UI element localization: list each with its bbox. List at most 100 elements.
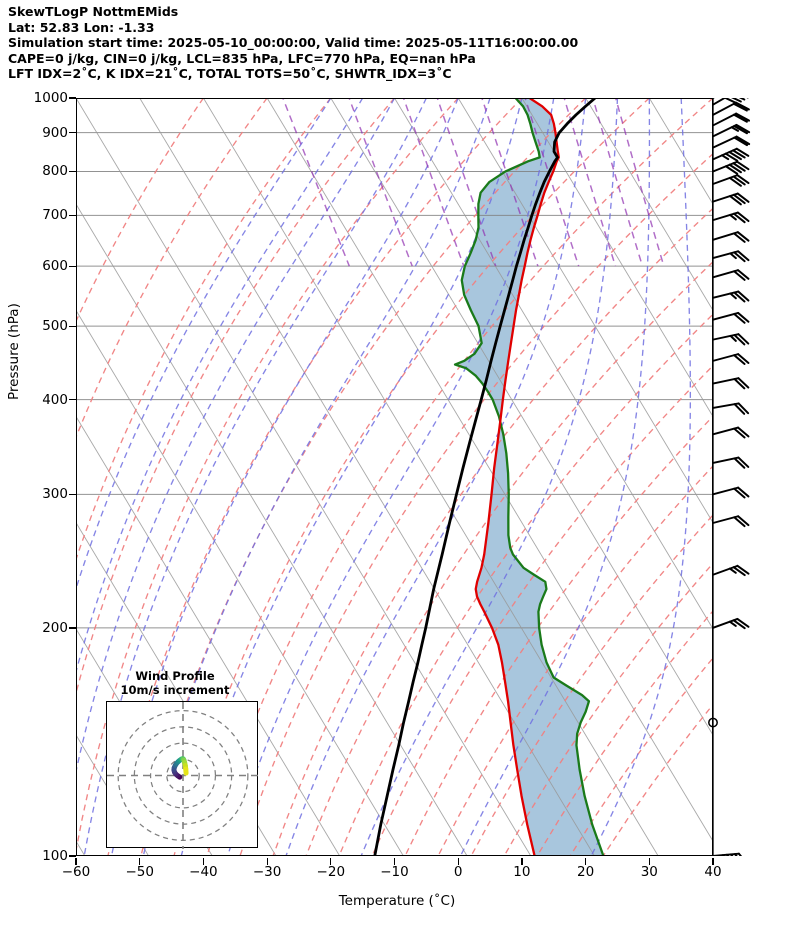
pressure-tick-mark xyxy=(69,132,76,134)
wind-barb xyxy=(712,123,751,138)
temperature-tick-label: 20 xyxy=(577,864,595,880)
wind-barb xyxy=(712,192,750,206)
pressure-tick-label: 300 xyxy=(42,486,68,503)
wind-barb xyxy=(708,717,718,728)
wind-barb xyxy=(712,135,751,149)
header-block: SkewTLogP NottmEMids Lat: 52.83 Lon: -1.… xyxy=(8,4,788,82)
temperature-tick-label: 40 xyxy=(704,864,722,880)
wind-profile-inset: Wind Profile 10m/s increment xyxy=(91,669,259,860)
temperature-tick-label: −40 xyxy=(189,864,218,880)
temperature-tick-mark xyxy=(585,858,587,865)
header-indices-1: CAPE=0 j/kg, CIN=0 j/kg, LCL=835 hPa, LF… xyxy=(8,50,476,66)
wind-barb xyxy=(712,564,750,577)
moist-adiabat-lines xyxy=(76,98,713,856)
temperature-tick-mark xyxy=(75,858,77,865)
wind-barb xyxy=(712,290,750,303)
hodograph-canvas xyxy=(107,702,259,849)
wind-barb xyxy=(712,101,750,116)
wind-profile-title-line2: 10m/s increment xyxy=(120,682,230,697)
wind-barb xyxy=(712,98,749,106)
temperature-tick-label: 0 xyxy=(453,864,463,880)
wind-profile-title-line1: Wind Profile xyxy=(135,669,215,683)
wind-barb xyxy=(712,174,750,187)
pressure-tick-label: 600 xyxy=(42,258,68,275)
header-title: SkewTLogP NottmEMids xyxy=(8,4,179,19)
dewpoint-profile-curve xyxy=(453,98,605,856)
temperature-tick-label: 10 xyxy=(513,864,531,880)
temperature-profile-curve xyxy=(474,98,560,856)
wind-barb xyxy=(712,231,750,243)
pressure-tick-mark xyxy=(69,627,76,629)
wind-barb xyxy=(712,617,750,630)
wind-barb xyxy=(712,852,743,856)
pressure-tick-label: 700 xyxy=(42,207,68,224)
skewt-canvas xyxy=(76,98,713,856)
header-times: Simulation start time: 2025-05-10_00:00:… xyxy=(8,35,579,50)
pressure-tick-mark xyxy=(69,325,76,327)
wind-barb xyxy=(712,353,750,365)
temperature-tick-label: −50 xyxy=(125,864,154,880)
isobar-gridlines xyxy=(76,98,713,856)
temperature-tick-mark xyxy=(139,858,141,865)
temperature-tick-label: 30 xyxy=(640,864,658,880)
pressure-tick-label: 100 xyxy=(42,848,68,864)
wind-barb xyxy=(712,311,750,324)
wind-barb xyxy=(712,486,750,499)
temperature-tick-label: −10 xyxy=(380,864,409,880)
pressure-tick-mark xyxy=(69,399,76,401)
pressure-tick-mark xyxy=(69,493,76,496)
wind-barb-column xyxy=(708,98,751,856)
temperature-tick-mark xyxy=(393,858,396,865)
isotherm-gridlines xyxy=(76,98,713,856)
x-axis-label: Temperature (˚C) xyxy=(0,893,794,909)
hodograph-trace xyxy=(171,756,189,780)
pressure-tick-mark xyxy=(69,265,76,267)
pressure-tick-mark xyxy=(69,214,76,217)
mixing-ratio-lines xyxy=(282,98,665,267)
pressure-tick-label: 500 xyxy=(42,318,68,335)
pressure-tick-mark xyxy=(69,97,76,99)
temperature-tick-label: −30 xyxy=(252,864,282,880)
y-axis-label: Pressure (hPa) xyxy=(6,303,22,400)
temperature-axis-labels: −60 −50 −40 −30 −20 −10 0 10 20 30 40 xyxy=(62,858,722,888)
header-latlon: Lat: 52.83 Lon: -1.33 xyxy=(8,19,155,35)
pressure-tick-label: 200 xyxy=(42,619,68,636)
temperature-tick-mark xyxy=(648,858,650,865)
temperature-tick-mark xyxy=(266,858,268,865)
parcel-profile-curve xyxy=(373,98,597,856)
pressure-axis-labels: 100 200 300 400 500 600 700 800 900 1000 xyxy=(0,90,68,864)
wind-barb xyxy=(712,377,750,390)
wind-barb xyxy=(712,426,750,439)
pressure-axis-ticks xyxy=(0,97,76,857)
wind-barb xyxy=(712,333,750,346)
wind-barb xyxy=(712,211,750,224)
pressure-tick-label: 800 xyxy=(42,163,68,180)
temperature-tick-mark xyxy=(521,858,523,865)
hodograph-box xyxy=(106,701,259,849)
temperature-tick-mark xyxy=(712,858,714,865)
pressure-tick-label: 1000 xyxy=(33,90,68,106)
pressure-tick-label: 900 xyxy=(42,124,68,141)
pressure-tick-label: 400 xyxy=(42,391,68,408)
wind-barb xyxy=(712,402,750,415)
temperature-tick-mark xyxy=(457,858,459,865)
pressure-tick-mark xyxy=(69,855,76,857)
temperature-tick-mark xyxy=(202,858,205,865)
wind-barb xyxy=(712,147,750,162)
wind-barb xyxy=(712,456,750,469)
wind-barb xyxy=(712,250,750,263)
skewt-plot-area xyxy=(76,98,713,856)
wind-profile-title: Wind Profile 10m/s increment xyxy=(91,669,259,697)
wind-barb xyxy=(712,269,750,281)
wind-barb xyxy=(712,160,750,175)
hodograph-axes xyxy=(107,702,259,849)
temperature-tick-label: −20 xyxy=(316,864,346,880)
x-axis-label-text: Temperature (˚C) xyxy=(338,893,456,909)
wind-barb xyxy=(712,112,751,127)
temperature-tick-label: −60 xyxy=(61,864,91,880)
temperature-tick-mark xyxy=(330,858,332,865)
header-indices-2: LFT IDX=2˚C, K IDX=21˚C, TOTAL TOTS=50˚C… xyxy=(8,66,452,81)
wind-barb xyxy=(712,515,750,528)
pressure-tick-mark xyxy=(69,170,76,173)
